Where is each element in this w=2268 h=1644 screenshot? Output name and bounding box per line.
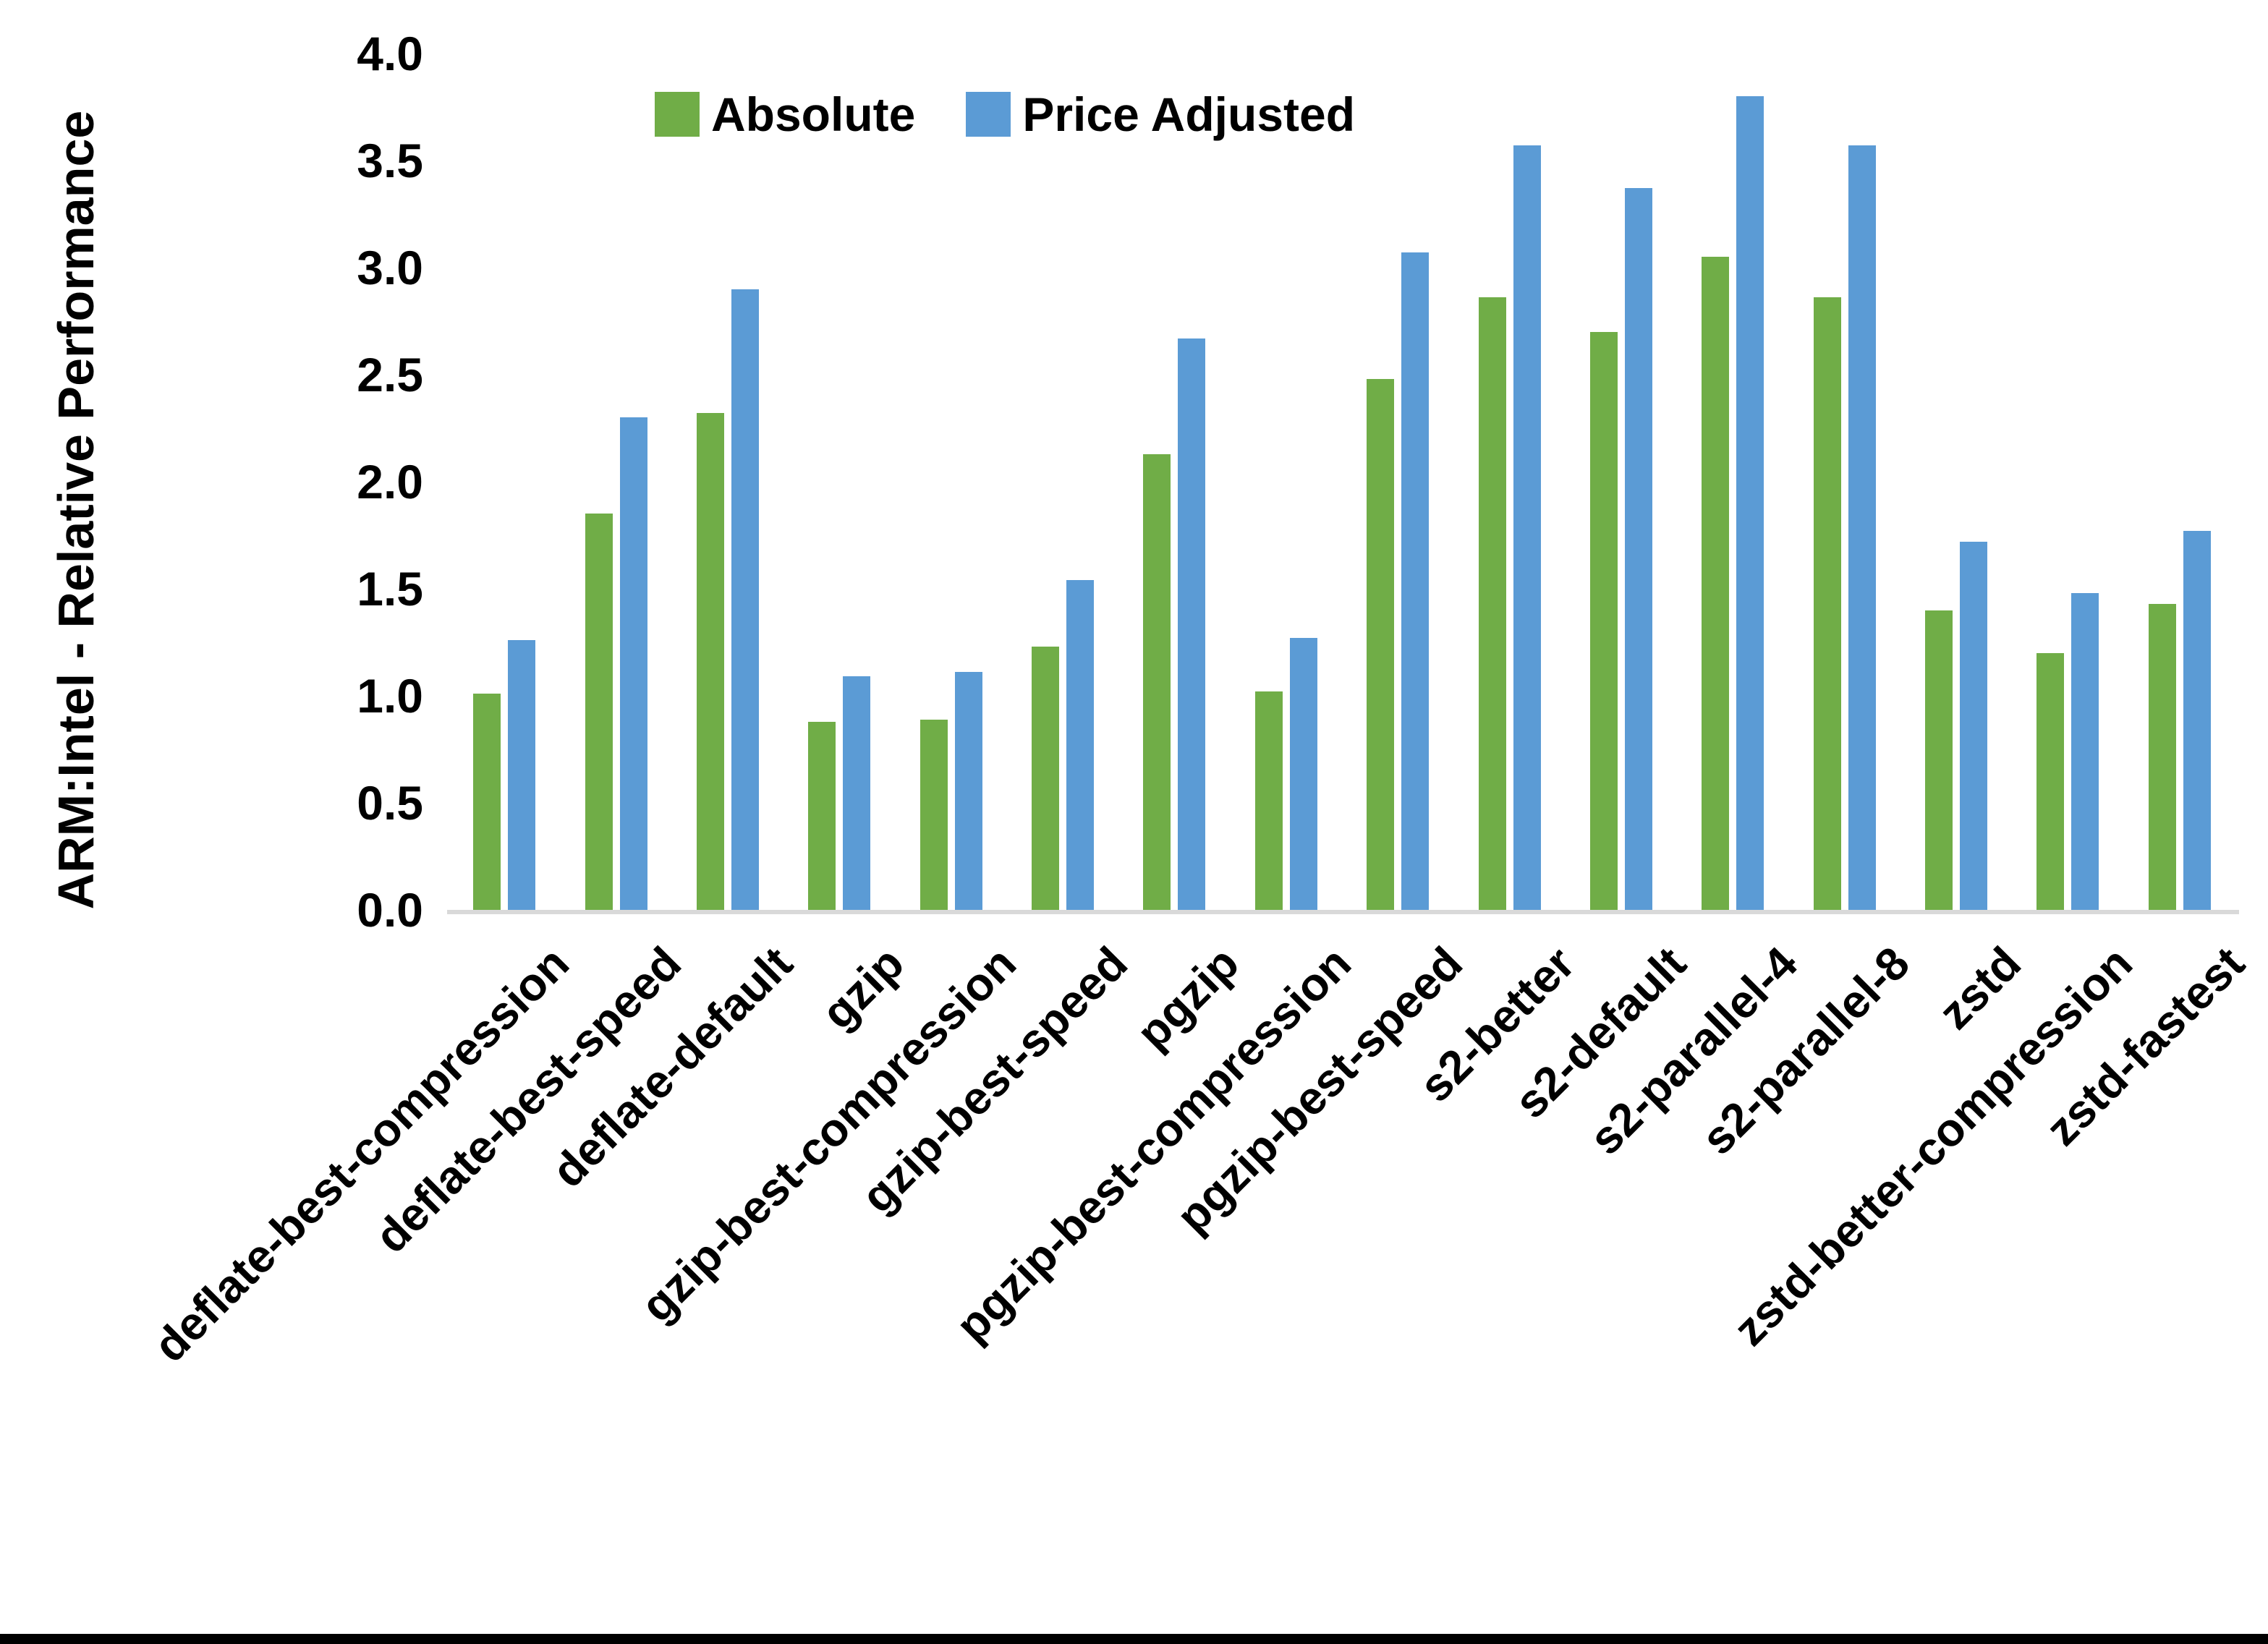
y-tick-label: 0.5 [357,776,423,830]
bar-absolute-deflate-default [697,413,724,910]
y-tick-label: 3.0 [357,241,423,294]
bar-absolute-s2-parallel-4 [1702,257,1729,910]
figure-bottom-border [0,1634,2268,1644]
bar-price-adjusted-deflate-default [731,289,759,910]
bar-price-adjusted-pgzip [1178,338,1205,910]
bar-price-adjusted-gzip [843,676,870,910]
y-tick-label: 4.0 [357,27,423,80]
bar-absolute-gzip [808,722,836,910]
y-tick-label: 1.0 [357,669,423,723]
bar-absolute-s2-better [1479,297,1506,910]
bar-absolute-deflate-best-speed [585,514,613,910]
bar-absolute-deflate-best-compression [473,694,501,910]
bar-price-adjusted-deflate-best-speed [620,417,647,910]
price-adjusted-swatch-icon [966,92,1011,137]
legend-label-absolute: Absolute [711,88,916,141]
legend-label-price-adjusted: Price Adjusted [1022,88,1356,141]
bar-absolute-gzip-best-speed [1032,647,1059,910]
bar-absolute-s2-default [1590,332,1618,910]
y-tick-label: 3.5 [357,134,423,187]
bar-price-adjusted-s2-default [1625,188,1652,910]
y-axis-title: ARM:Intel - Relative Performance [48,110,104,910]
bar-price-adjusted-pgzip-best-compression [1290,638,1317,910]
bar-price-adjusted-deflate-best-compression [508,640,535,910]
bar-absolute-pgzip-best-speed [1367,379,1394,910]
legend-item-absolute: Absolute [655,87,915,142]
bar-absolute-pgzip-best-compression [1255,691,1283,910]
bar-price-adjusted-gzip-best-compression [955,672,982,910]
bar-absolute-zstd-fastest [2149,604,2176,910]
bar-absolute-gzip-best-compression [920,720,948,910]
y-tick-label: 1.5 [357,562,423,616]
bar-absolute-pgzip [1143,454,1171,910]
bar-absolute-s2-parallel-8 [1814,297,1841,910]
bar-price-adjusted-zstd-fastest [2183,531,2211,910]
chart-legend: Absolute Price Adjusted [655,87,1355,142]
bar-price-adjusted-pgzip-best-speed [1401,252,1429,910]
bar-price-adjusted-s2-better [1513,145,1541,910]
absolute-swatch-icon [655,92,700,137]
bar-price-adjusted-s2-parallel-4 [1736,96,1764,910]
bar-price-adjusted-s2-parallel-8 [1848,145,1876,910]
bar-price-adjusted-zstd-better-compression [2071,593,2099,910]
x-axis-line [447,910,2239,914]
bar-absolute-zstd-better-compression [2036,653,2064,910]
bar-price-adjusted-zstd [1960,542,1987,910]
bar-absolute-zstd [1925,610,1953,910]
y-tick-label: 0.0 [357,883,423,937]
y-tick-label: 2.0 [357,455,423,508]
legend-item-price-adjusted: Price Adjusted [966,87,1355,142]
y-tick-label: 2.5 [357,348,423,401]
bar-price-adjusted-gzip-best-speed [1066,580,1094,910]
